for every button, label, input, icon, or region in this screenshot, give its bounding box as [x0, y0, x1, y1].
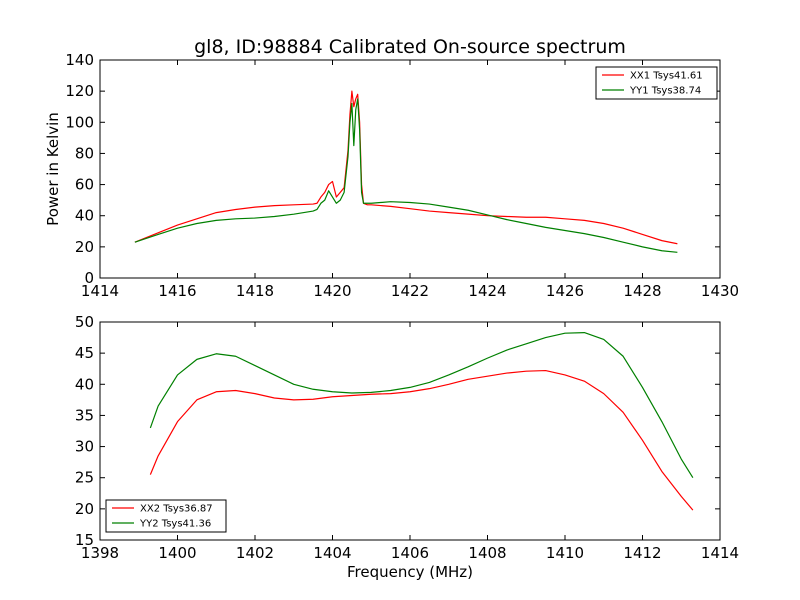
- x-tick-label: 1424: [468, 282, 506, 300]
- x-tick-label: 1400: [158, 544, 196, 562]
- x-tick-label: 1408: [468, 544, 506, 562]
- legend-box: [105, 499, 227, 533]
- x-tick-label: 1426: [546, 282, 584, 300]
- legend-label-2: YY2 Tsys41.36: [139, 519, 211, 530]
- series-line-2: [134, 98, 678, 253]
- x-tick-label: 1406: [391, 544, 429, 562]
- y-tick-label: 30: [75, 438, 94, 456]
- y-tick-label: 120: [65, 82, 94, 100]
- y-axis-label: Power in Kelvin: [44, 112, 62, 226]
- x-tick-label: 1430: [701, 282, 739, 300]
- x-tick-label: 1402: [236, 544, 274, 562]
- y-tick-label: 40: [75, 375, 94, 393]
- y-tick-label: 0: [84, 269, 94, 287]
- legend-label-1: XX2 Tsys36.87: [140, 504, 213, 515]
- y-tick-label: 80: [75, 144, 94, 162]
- y-tick-label: 100: [65, 113, 94, 131]
- series-line-1: [149, 369, 694, 511]
- plot-top: 1414 1416 1418 1420 1422 1424 1426 1428 1430 0 20 4…: [44, 51, 739, 300]
- plot-bottom: 1398 1400 1402 1404 1406 1408 1410 1412 1414 15 20…: [75, 313, 739, 581]
- y-tick-label: 35: [75, 406, 94, 424]
- x-tick-label: 1410: [546, 544, 584, 562]
- legend-label-1: XX1 Tsys41.61: [630, 71, 703, 82]
- y-tick-label: 140: [65, 51, 94, 69]
- y-tick-label: 20: [75, 238, 94, 256]
- y-tick-label: 45: [75, 344, 94, 362]
- x-tick-label: 1414: [81, 282, 119, 300]
- y-tick-label: 15: [75, 531, 94, 549]
- x-tick-label: 1420: [313, 282, 351, 300]
- figure-title: gl8, ID:98884 Calibrated On-source spect…: [194, 36, 626, 58]
- y-tick-label: 25: [75, 469, 94, 487]
- x-tick-label: 1428: [623, 282, 661, 300]
- y-tick-label: 20: [75, 500, 94, 518]
- x-tick-label: 1416: [158, 282, 196, 300]
- x-tick-label: 1414: [701, 544, 739, 562]
- legend: XX2 Tsys36.87 YY2 Tsys41.36: [105, 499, 227, 533]
- x-tick-label: 1412: [623, 544, 661, 562]
- legend: XX1 Tsys41.61 YY1 Tsys38.74: [595, 66, 718, 100]
- x-tick-label: 1404: [313, 544, 351, 562]
- y-tick-label: 50: [75, 313, 94, 331]
- y-tick-label: 40: [75, 207, 94, 225]
- x-tick-label: 1422: [391, 282, 429, 300]
- y-tick-label: 60: [75, 176, 94, 194]
- series-line-1: [134, 90, 678, 245]
- x-tick-label: 1398: [81, 544, 119, 562]
- x-axis-label: Frequency (MHz): [347, 563, 473, 581]
- legend-label-2: YY1 Tsys38.74: [629, 86, 701, 97]
- x-tick-label: 1418: [236, 282, 274, 300]
- series-line-2: [149, 331, 694, 479]
- legend-box: [595, 66, 718, 100]
